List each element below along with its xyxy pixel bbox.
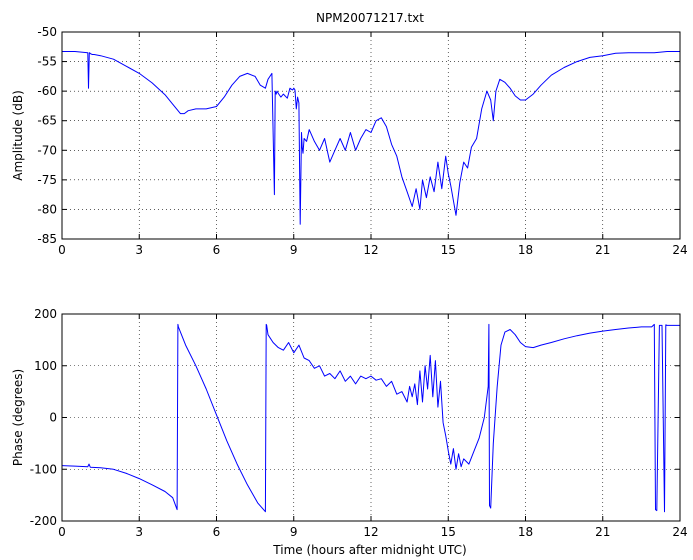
phase-x-tick-label: 9 (290, 525, 298, 539)
phase-x-tick-label: 6 (213, 525, 221, 539)
phase-x-tick-label: 24 (672, 525, 687, 539)
amplitude-x-tick-label: 6 (213, 243, 221, 257)
phase-plot: 0 3 6 9 12 15 18 21 24 -200 -100 0 100 200 Phase (degr… (11, 307, 688, 539)
amplitude-y-tick-label: -85 (37, 232, 57, 246)
amplitude-x-tick-label: 15 (441, 243, 456, 257)
amplitude-x-tick-label: 12 (363, 243, 378, 257)
amplitude-y-tick-label: -75 (37, 173, 57, 187)
phase-x-tick-label: 15 (441, 525, 456, 539)
x-axis-label: Time (hours after midnight UTC) (272, 543, 466, 557)
amplitude-x-tick-label: 3 (135, 243, 143, 257)
amplitude-x-tick-label: 21 (595, 243, 610, 257)
amplitude-x-tick-label: 9 (290, 243, 298, 257)
amplitude-x-tick-label: 18 (518, 243, 533, 257)
phase-y-axis-label: Phase (degrees) (11, 369, 25, 466)
phase-y-tick-label: -200 (30, 514, 57, 528)
amplitude-plot: 0 3 6 9 12 15 18 21 24 -85 -80 -75 -70 -65 -60 -55 -50 Am… (11, 25, 688, 257)
amplitude-x-tick-label: 24 (672, 243, 687, 257)
phase-x-tick-label: 21 (595, 525, 610, 539)
phase-y-tick-label: -100 (30, 462, 57, 476)
amplitude-y-tick-label: -50 (37, 25, 57, 39)
amplitude-y-tick-label: -80 (37, 202, 57, 216)
phase-x-tick-label: 18 (518, 525, 533, 539)
amplitude-x-tick-label: 0 (58, 243, 66, 257)
chart-title: NPM20071217.txt (316, 11, 424, 25)
amplitude-y-axis-label: Amplitude (dB) (11, 90, 25, 181)
amplitude-series-line (62, 51, 680, 225)
phase-y-tick-label: 0 (49, 411, 57, 425)
phase-y-tick-label: 200 (34, 307, 57, 321)
phase-series-line (61, 323, 680, 513)
phase-x-tick-label: 12 (363, 525, 378, 539)
amplitude-y-tick-label: -60 (37, 84, 57, 98)
amplitude-plot-area (62, 32, 680, 239)
amplitude-y-tick-label: -70 (37, 143, 57, 157)
amplitude-y-tick-label: -55 (37, 55, 57, 69)
phase-x-tick-label: 0 (58, 525, 66, 539)
phase-y-tick-label: 100 (34, 359, 57, 373)
amplitude-y-tick-label: -65 (37, 114, 57, 128)
phase-x-tick-label: 3 (135, 525, 143, 539)
